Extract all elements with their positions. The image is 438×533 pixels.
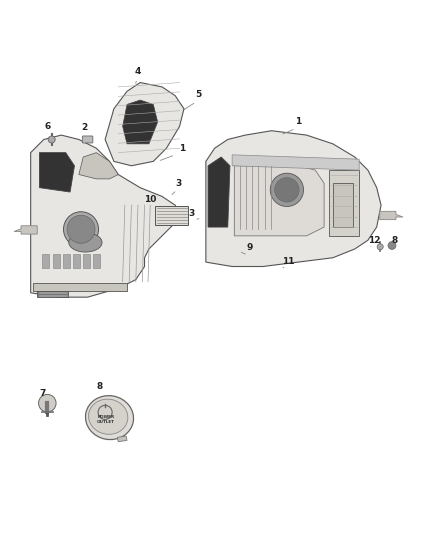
Text: 3: 3 [176,179,182,188]
Text: 11: 11 [282,257,294,266]
Polygon shape [37,290,68,297]
Polygon shape [234,166,324,236]
Polygon shape [208,157,230,227]
Polygon shape [232,155,359,170]
Circle shape [388,241,396,249]
Text: POWER
OUTLET: POWER OUTLET [97,416,115,424]
Text: 1: 1 [179,143,185,152]
Polygon shape [14,226,37,234]
Polygon shape [93,254,100,268]
Polygon shape [155,206,188,225]
Circle shape [377,244,383,250]
Polygon shape [33,283,127,290]
Circle shape [270,173,304,206]
Text: 8: 8 [97,382,103,391]
Polygon shape [328,170,359,236]
Text: 10: 10 [144,195,156,204]
Polygon shape [53,254,60,268]
Polygon shape [31,135,180,297]
Text: 9: 9 [247,244,253,253]
FancyBboxPatch shape [82,136,93,143]
Circle shape [275,177,299,202]
Circle shape [67,215,95,243]
Text: 3: 3 [189,209,195,219]
Polygon shape [333,183,353,227]
Polygon shape [380,211,403,220]
Polygon shape [206,131,381,266]
Polygon shape [105,83,184,166]
Polygon shape [79,152,118,179]
Polygon shape [117,436,127,442]
Circle shape [64,212,99,247]
Polygon shape [83,254,90,268]
Circle shape [39,394,56,412]
Text: 12: 12 [368,237,381,246]
Text: 4: 4 [135,67,141,76]
Polygon shape [41,411,53,413]
Polygon shape [123,100,158,144]
Polygon shape [39,152,74,192]
Text: 2: 2 [81,123,88,132]
Text: 7: 7 [40,389,46,398]
Text: 6: 6 [44,122,50,131]
Ellipse shape [88,399,128,434]
Polygon shape [63,254,70,268]
Ellipse shape [69,233,102,252]
Circle shape [48,136,55,143]
Polygon shape [42,254,49,268]
Text: 1: 1 [295,117,301,126]
Polygon shape [73,254,80,268]
Text: 5: 5 [195,90,201,99]
Ellipse shape [85,395,134,440]
Text: 8: 8 [391,237,397,246]
